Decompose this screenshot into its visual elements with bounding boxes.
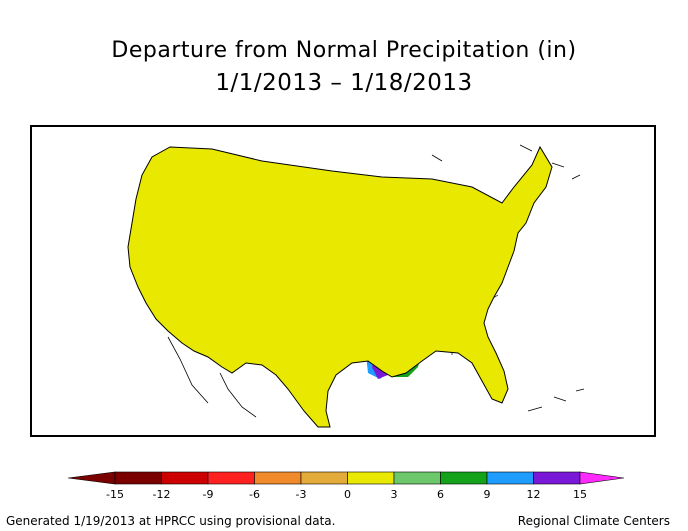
legend-swatch <box>114 471 162 485</box>
legend-tick-label: -15 <box>106 488 124 501</box>
footer-generated-note: Generated 1/19/2013 at HPRCC using provi… <box>6 514 336 528</box>
legend-tick-label: 15 <box>573 488 587 501</box>
legend-tick-label: -9 <box>203 488 214 501</box>
legend-swatch <box>254 471 302 485</box>
legend-tick-label: -6 <box>249 488 260 501</box>
legend-swatch <box>347 471 395 485</box>
map-title: Departure from Normal Precipitation (in) <box>111 38 577 63</box>
legend-swatch <box>207 471 255 485</box>
legend-swatch <box>533 471 581 485</box>
mexico-coast <box>167 336 257 418</box>
legend-tick-label: -3 <box>296 488 307 501</box>
legend-tick-label: -12 <box>153 488 171 501</box>
legend-tick-label: 12 <box>527 488 541 501</box>
footer-source: Regional Climate Centers <box>517 514 670 528</box>
legend-swatch <box>440 471 488 485</box>
canada-islands <box>431 144 581 180</box>
legend-swatch <box>161 471 209 485</box>
color-legend: -15 -12 -9 -6 -3 0 3 6 9 12 15 <box>67 471 625 501</box>
legend-swatch <box>486 471 534 485</box>
legend-swatch <box>393 471 441 485</box>
map-subtitle: 1/1/2013 – 1/18/2013 <box>215 70 473 96</box>
legend-tick-label: 3 <box>391 488 398 501</box>
legend-tick-label: 9 <box>484 488 491 501</box>
legend-low-arrow <box>67 471 116 485</box>
legend-tick-label: 0 <box>344 488 351 501</box>
legend-tick-label: 6 <box>437 488 444 501</box>
legend-swatch <box>300 471 348 485</box>
us-precip-map <box>127 144 585 428</box>
caribbean-islands <box>527 388 585 412</box>
legend-high-arrow <box>579 471 625 485</box>
map-frame <box>30 125 656 437</box>
